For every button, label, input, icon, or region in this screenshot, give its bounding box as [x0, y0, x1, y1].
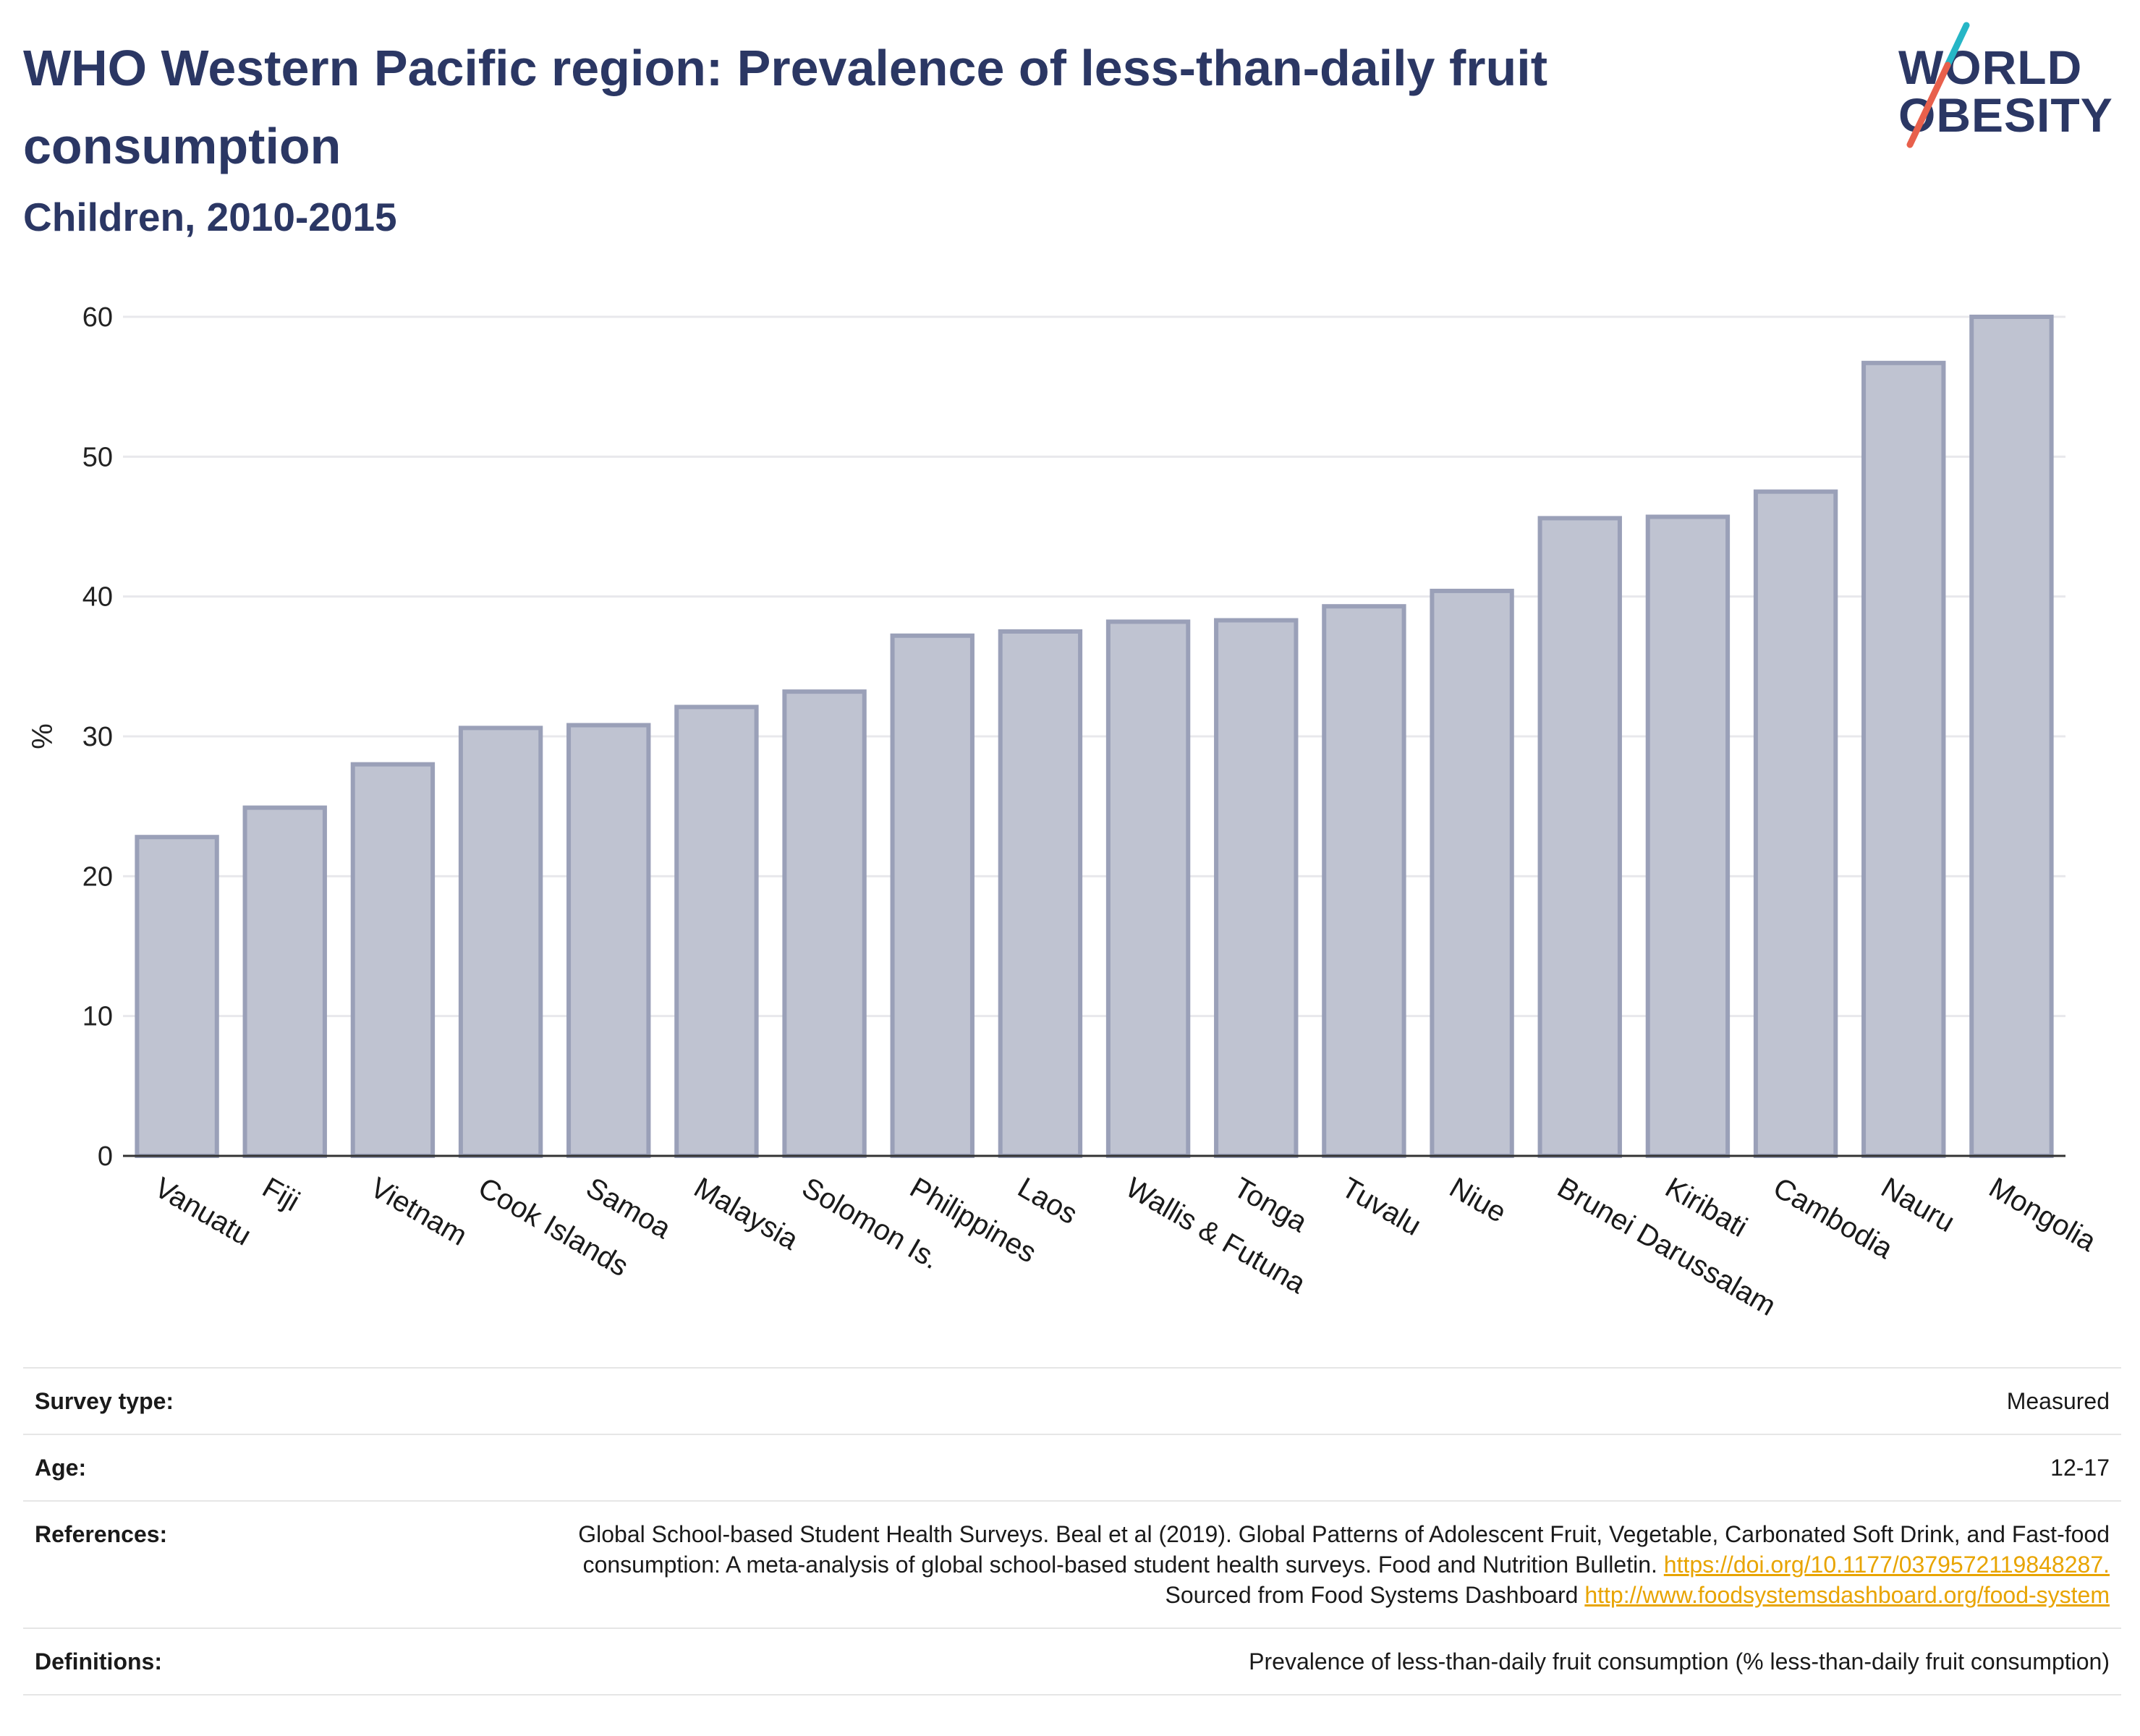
y-axis-label: % [27, 723, 59, 749]
references-text-1: Global School-based Student Health Surve… [578, 1521, 2110, 1578]
y-tick-label: 30 [82, 722, 113, 752]
world-obesity-logo: WORLD OBESITY [1895, 22, 2127, 152]
y-tick-label: 60 [82, 302, 113, 333]
meta-row-survey-type: Survey type: Measured [23, 1367, 2121, 1434]
bar-cambodia [1753, 489, 1838, 1158]
bar-vietnam [350, 762, 436, 1158]
x-tick-label: Nauru [1876, 1172, 1960, 1239]
x-tick-label: Vanuatu [149, 1172, 256, 1252]
bar-tuvalu [1322, 604, 1406, 1158]
definitions-label: Definitions: [35, 1648, 162, 1675]
y-tick-label: 20 [82, 861, 113, 892]
meta-row-definitions: Definitions: Prevalence of less-than-dai… [23, 1628, 2121, 1695]
x-tick-label: Laos [1012, 1172, 1082, 1230]
page-title: WHO Western Pacific region: Prevalence o… [23, 40, 1548, 174]
y-tick-label: 10 [82, 1002, 113, 1032]
bar-samoa [566, 723, 651, 1158]
bar-fiji [242, 805, 327, 1158]
age-value: 12-17 [2050, 1455, 2110, 1481]
age-label: Age: [35, 1455, 87, 1481]
x-tick-label: Wallis & Futuna [1121, 1172, 1312, 1301]
survey-type-value: Measured [2006, 1388, 2110, 1414]
bar-vanuatu [135, 835, 219, 1158]
logo-slash-icon [1906, 22, 1970, 148]
y-tick-label: 0 [98, 1141, 113, 1172]
y-tick-label: 40 [82, 582, 113, 613]
x-tick-label: Mongolia [1984, 1172, 2102, 1259]
food-systems-link[interactable]: http://www.foodsystemsdashboard.org/food… [1584, 1582, 2110, 1608]
x-tick-label: Tonga [1228, 1172, 1313, 1239]
bar-niue [1430, 588, 1514, 1158]
x-tick-label: Malaysia [689, 1172, 804, 1256]
definitions-value: Prevalence of less-than-daily fruit cons… [1249, 1648, 2110, 1675]
y-tick-label: 50 [82, 442, 113, 472]
meta-row-age: Age: 12-17 [23, 1434, 2121, 1500]
metadata-table: Survey type: Measured Age: 12-17 Referen… [23, 1367, 2121, 1695]
meta-row-references: References: Global School-based Student … [23, 1500, 2121, 1628]
bar-solomon-is- [782, 689, 867, 1158]
x-tick-label: Tuvalu [1336, 1172, 1427, 1242]
x-tick-label: Fiji [257, 1172, 305, 1218]
bar-kiribati [1645, 514, 1731, 1158]
x-tick-label: Vietnam [365, 1172, 472, 1252]
grid-lines [123, 315, 2065, 1018]
references-text-2: Sourced from Food Systems Dashboard [1165, 1582, 1579, 1608]
bar-mongolia [1969, 315, 2054, 1158]
x-tick-label: Cambodia [1768, 1172, 1899, 1266]
bars [135, 315, 2054, 1158]
bar-tonga [1214, 618, 1299, 1158]
bar-nauru [1861, 360, 1946, 1158]
bar-laos [998, 629, 1083, 1158]
logo-line-1: WORLD [1898, 41, 2083, 94]
references-value: Global School-based Student Health Surve… [554, 1519, 2110, 1610]
doi-link[interactable]: https://doi.org/10.1177/0379572119848287… [1663, 1552, 2110, 1578]
page-subtitle: Children, 2010-2015 [23, 195, 397, 239]
references-label: References: [35, 1521, 168, 1547]
survey-type-label: Survey type: [35, 1388, 174, 1414]
x-tick-label: Niue [1444, 1172, 1511, 1229]
bar-cook-islands [458, 726, 543, 1158]
bar-philippines [890, 633, 975, 1158]
bar-malaysia [674, 705, 759, 1158]
bar-wallis-futuna [1105, 619, 1191, 1158]
bar-brunei-darussalam [1537, 516, 1622, 1158]
